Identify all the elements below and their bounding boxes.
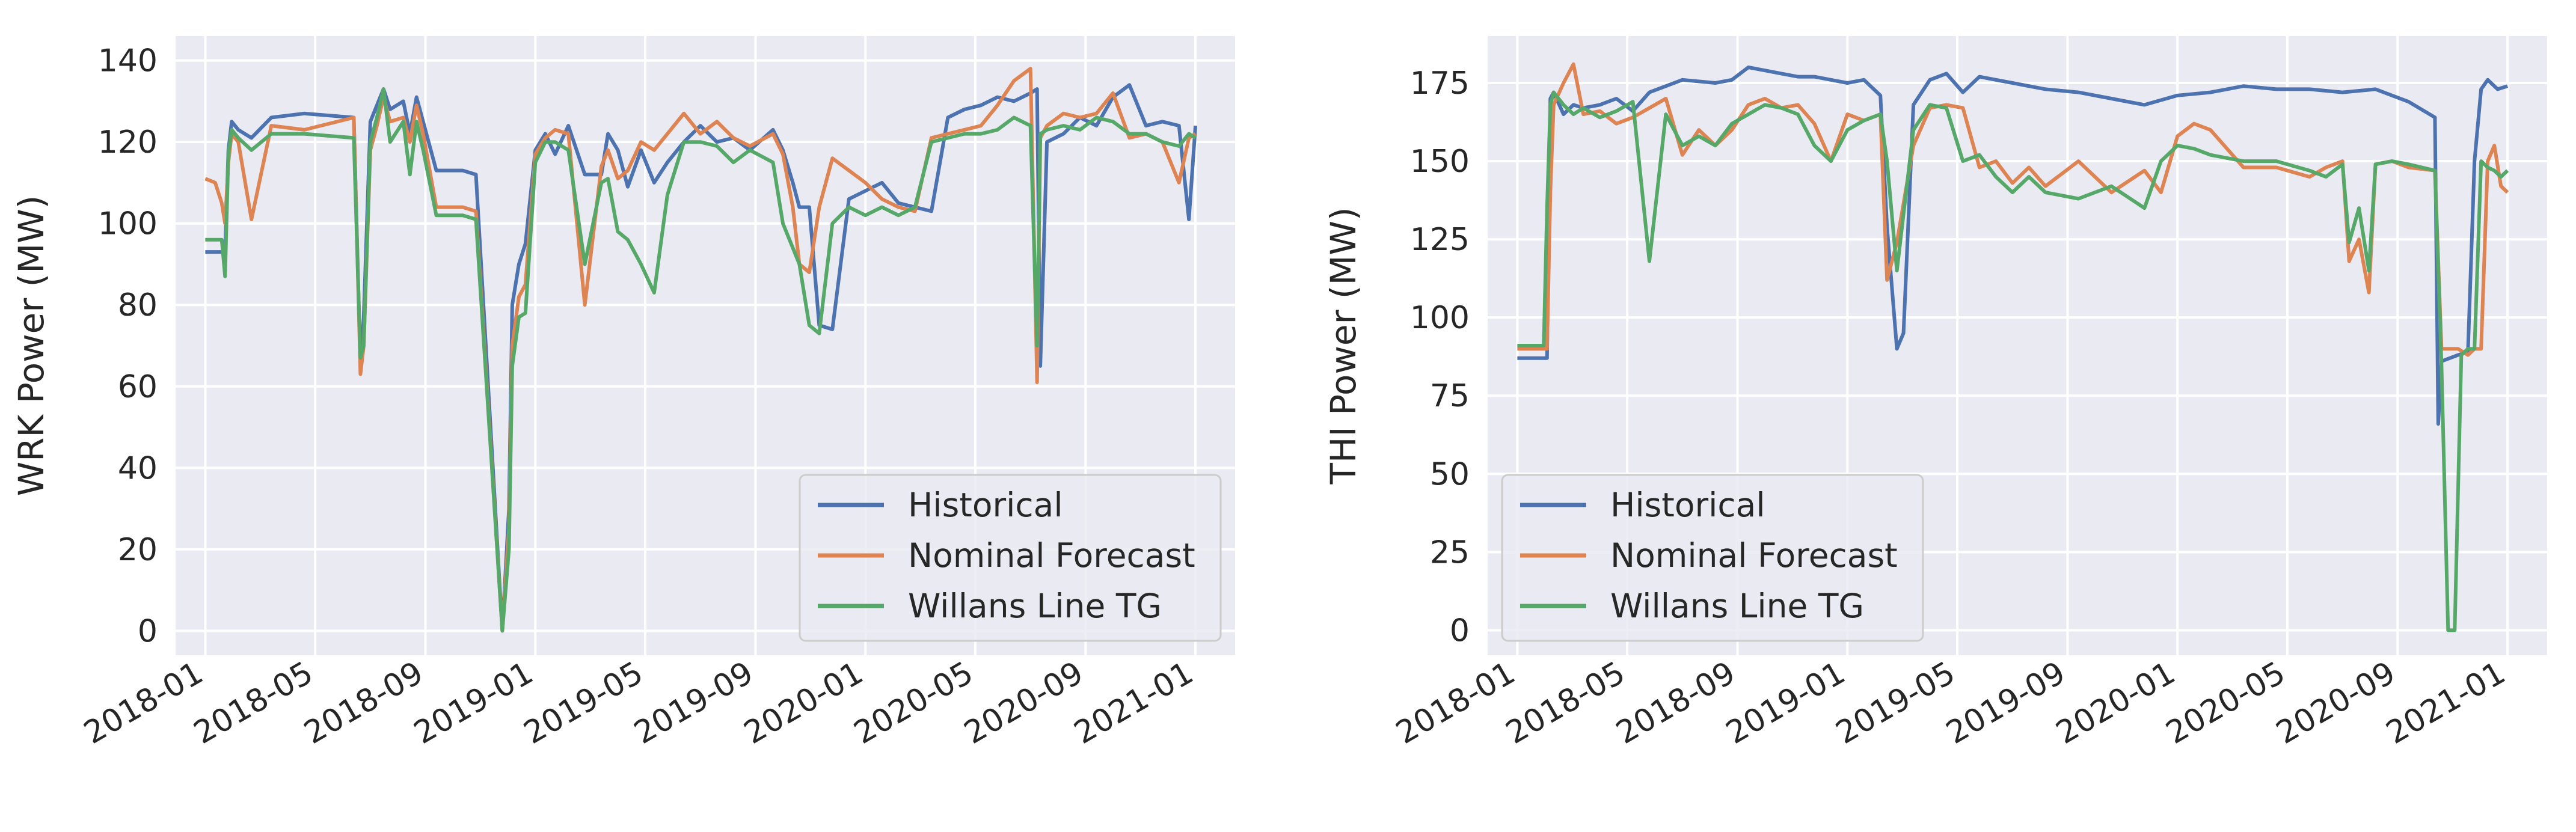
wrk-series-willans-line-tg	[205, 87, 1197, 633]
wrk-y-tick-label: 100	[98, 206, 158, 242]
wrk-legend-box	[799, 474, 1222, 642]
thi-y-tick-label: 175	[1410, 66, 1470, 102]
wrk-y-tick-label: 20	[118, 532, 158, 568]
thi-y-tick-label: 150	[1410, 144, 1470, 180]
thi-legend-box	[1501, 474, 1924, 642]
thi-y-tick-label: 0	[1450, 613, 1470, 649]
wrk-y-tick-label: 80	[118, 287, 158, 323]
wrk-y-tick-label: 140	[98, 43, 158, 79]
thi-x-tick-label: 2020-09	[2271, 655, 2402, 751]
thi-x-tick-label: 2019-05	[1830, 655, 1961, 751]
wrk-x-tick-label: 2019-05	[518, 655, 649, 751]
thi-x-tick-label: 2019-09	[1940, 655, 2072, 751]
wrk-legend-label: Nominal Forecast	[908, 536, 1195, 575]
thi-legend: Historical Nominal Forecast Willans Line T…	[1501, 474, 1924, 642]
thi-x-tick-label: 2019-01	[1720, 655, 1851, 751]
wrk-x-tick-label: 2020-05	[848, 655, 979, 751]
thi-y-tick-label: 25	[1430, 534, 1470, 570]
thi-legend-label: Nominal Forecast	[1610, 536, 1898, 575]
thi-series-historical	[1517, 66, 2509, 426]
wrk-x-tick-label: 2018-01	[78, 655, 209, 751]
wrk-y-tick-label: 60	[118, 369, 158, 405]
thi-legend-label: Historical	[1610, 486, 1765, 524]
wrk-x-tick-label: 2018-09	[298, 655, 429, 751]
thi-x-tick-label: 2018-05	[1500, 655, 1631, 751]
wrk-x-tick-label: 2019-01	[408, 655, 539, 751]
wrk-y-tick-label: 120	[98, 124, 158, 161]
thi-y-tick-label: 100	[1410, 300, 1470, 336]
thi-y-tick-label: 50	[1430, 456, 1470, 492]
wrk-legend-label: Historical	[908, 486, 1063, 524]
wrk-x-tick-label: 2021-01	[1068, 655, 1199, 751]
wrk-x-tick-label: 2019-09	[628, 655, 759, 751]
wrk-x-tick-label: 2020-09	[958, 655, 1090, 751]
wrk-x-tick-label: 2018-05	[188, 655, 319, 751]
thi-x-tick-label: 2018-01	[1390, 655, 1521, 751]
wrk-legend: Historical Nominal Forecast Willans Line T…	[799, 474, 1222, 642]
thi-power-chart: 0 25 50 75 100 125 150 175 2018-012018-052018-09…	[1323, 36, 2547, 751]
thi-legend-label: Willans Line TG	[1610, 587, 1864, 625]
thi-y-tick-label: 125	[1410, 222, 1470, 258]
wrk-y-tick-label: 0	[138, 613, 158, 649]
wrk-legend-label: Willans Line TG	[908, 587, 1162, 625]
wrk-x-tick-label: 2020-01	[738, 655, 869, 751]
thi-x-tick-label: 2018-09	[1610, 655, 1741, 751]
wrk-y-axis-label: WRK Power (MW)	[11, 195, 52, 497]
thi-y-axis-label: THI Power (MW)	[1323, 207, 1364, 485]
thi-y-tick-label: 75	[1430, 378, 1470, 414]
thi-x-tick-label: 2020-01	[2050, 655, 2182, 751]
wrk-y-tick-label: 40	[118, 450, 158, 486]
thi-series-willans-line-tg	[1517, 90, 2509, 632]
thi-x-tick-label: 2020-05	[2160, 655, 2291, 751]
thi-x-tick-label: 2021-01	[2380, 655, 2511, 751]
wrk-power-chart: 0204060801001201402018-012018-052018-092…	[11, 36, 1235, 751]
